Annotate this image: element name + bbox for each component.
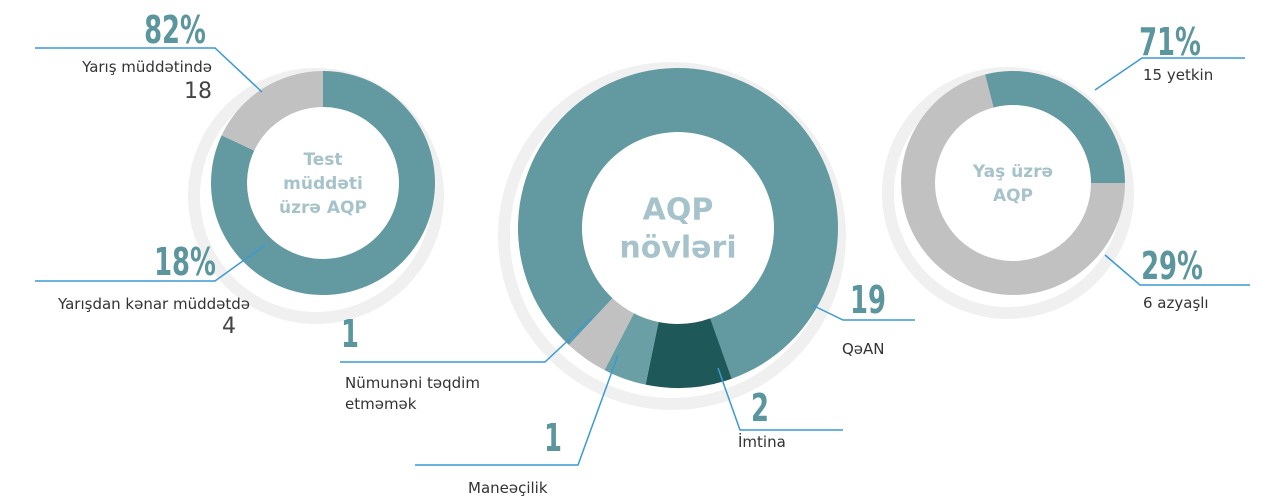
donut-segment: [645, 318, 732, 388]
category-label: Nümunəni təqdim etməmək: [345, 374, 480, 413]
callout-line: [415, 354, 619, 466]
category-label: Yarışdan kənar müddətdə: [58, 295, 250, 313]
value-label: 19: [850, 278, 886, 322]
category-label: 15 yetkin: [1143, 66, 1214, 84]
callout-line: [811, 304, 915, 321]
donut-segment: [518, 68, 839, 379]
value-label: 29%: [1141, 244, 1203, 288]
donut-segment: [985, 71, 1125, 183]
value-label: 1: [544, 416, 562, 460]
callout-line: [35, 47, 263, 93]
value-label: 18%: [154, 240, 216, 284]
callout-line: [340, 317, 593, 363]
value-label: 2: [751, 386, 769, 430]
center-label: müddəti: [283, 174, 363, 194]
center-label: Yaş üzrə: [972, 162, 1053, 182]
value-label: 82%: [144, 8, 206, 52]
center-label: Test: [303, 150, 342, 170]
donut-segment: [568, 298, 634, 371]
donut-segment: [221, 71, 323, 151]
category-label: Yarış müddətində: [82, 58, 212, 76]
center-label: üzrə AQP: [279, 198, 367, 218]
center-label: AQP: [643, 193, 714, 228]
callout-line: [1104, 254, 1250, 286]
center-label: AQP: [993, 186, 1033, 206]
center-label: növləri: [619, 231, 736, 266]
count-label: 18: [184, 79, 212, 104]
donut-segment: [901, 74, 1125, 296]
category-label: QəAN: [842, 340, 885, 358]
category-label: Maneəçilik: [468, 479, 548, 497]
donut-segment: [604, 313, 659, 385]
donut-shadow: [498, 62, 846, 410]
value-label: 71%: [1139, 20, 1201, 64]
value-label: 1: [341, 312, 359, 356]
count-label: 4: [222, 314, 236, 339]
donut-segment: [211, 71, 436, 296]
callout-line: [1094, 57, 1245, 91]
category-label: İmtina: [738, 433, 786, 451]
callout-line: [35, 244, 266, 282]
category-label: 6 azyaşlı: [1143, 294, 1209, 312]
callout-line: [717, 367, 843, 431]
